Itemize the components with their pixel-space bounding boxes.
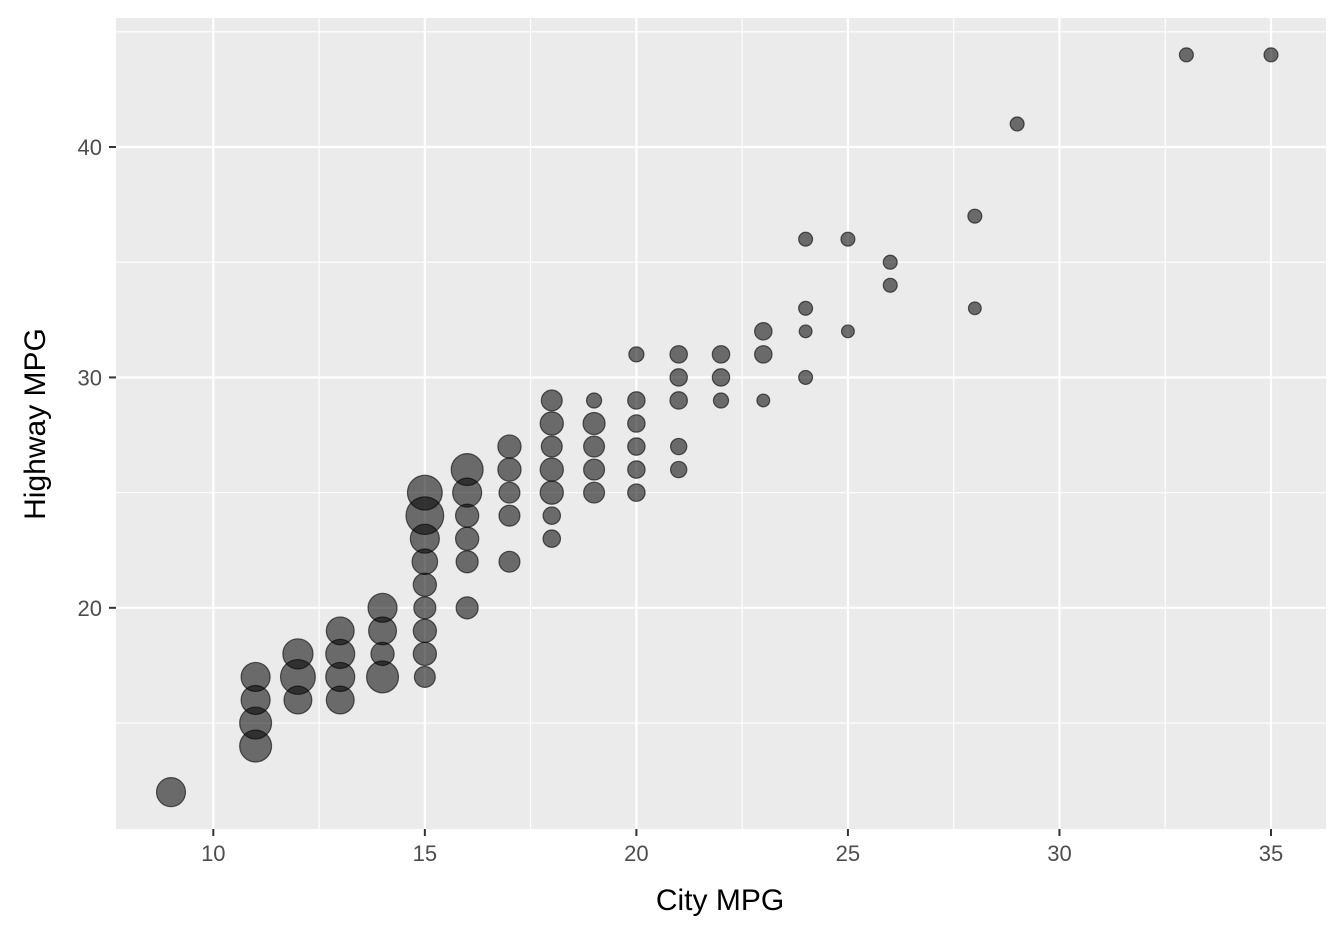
- data-point: [627, 391, 646, 410]
- data-point: [627, 483, 646, 502]
- data-point: [585, 392, 603, 409]
- data-point: [798, 300, 814, 316]
- data-point: [370, 641, 395, 667]
- data-point: [542, 529, 562, 548]
- data-point: [583, 435, 606, 458]
- data-point: [155, 777, 187, 808]
- data-point: [498, 550, 521, 573]
- data-point: [539, 457, 564, 482]
- data-point: [1009, 116, 1025, 132]
- data-point: [882, 277, 898, 293]
- data-point: [627, 460, 646, 479]
- data-point: [754, 345, 773, 364]
- y-tick-label: 20: [78, 596, 102, 621]
- data-point: [798, 324, 813, 339]
- data-point: [497, 457, 522, 482]
- data-point: [798, 231, 814, 247]
- data-point: [539, 411, 564, 436]
- data-point: [455, 596, 479, 620]
- data-point: [669, 460, 688, 479]
- plot-panel: [116, 18, 1326, 829]
- data-point: [711, 368, 731, 387]
- major-gridlines: [116, 18, 1326, 829]
- data-point: [497, 434, 522, 459]
- data-point: [282, 638, 314, 670]
- minor-gridlines: [116, 18, 1326, 829]
- y-tick-label: 30: [78, 365, 102, 390]
- data-point: [413, 665, 436, 688]
- data-point: [840, 324, 855, 339]
- data-point: [367, 592, 398, 623]
- data-point: [669, 345, 688, 364]
- data-point: [582, 411, 606, 436]
- data-point: [669, 391, 688, 410]
- data-point: [455, 550, 479, 574]
- x-tick-label: 25: [836, 841, 860, 866]
- data-point: [628, 346, 645, 363]
- x-axis-title: City MPG: [656, 884, 784, 917]
- data-point: [325, 616, 355, 646]
- y-axis-ticks: 20 30 40: [78, 135, 116, 621]
- data-point: [967, 208, 983, 224]
- data-point: [498, 504, 521, 527]
- y-tick-label: 40: [78, 135, 102, 160]
- data-point: [542, 506, 562, 525]
- x-tick-label: 30: [1047, 841, 1071, 866]
- data-point: [840, 231, 856, 247]
- x-tick-label: 20: [624, 841, 648, 866]
- data-point: [583, 458, 606, 481]
- data-point: [967, 301, 982, 316]
- data-point: [412, 641, 438, 667]
- data-point: [540, 435, 563, 458]
- data-point: [454, 526, 480, 551]
- data-point: [1263, 47, 1279, 63]
- data-point: [412, 618, 438, 644]
- y-axis-title: Highway MPG: [19, 328, 52, 520]
- data-point: [669, 368, 688, 387]
- data-point: [882, 254, 898, 270]
- data-point: [583, 481, 606, 504]
- x-axis-ticks: 10 15 20 25 30 35: [201, 829, 1283, 866]
- data-point: [240, 661, 271, 693]
- x-tick-label: 15: [413, 841, 437, 866]
- data-point: [627, 437, 646, 456]
- data-point: [754, 322, 773, 341]
- x-tick-label: 35: [1259, 841, 1283, 866]
- data-point: [627, 414, 646, 433]
- data-point: [798, 369, 814, 385]
- data-points: [155, 47, 1279, 808]
- data-point: [406, 474, 443, 511]
- x-tick-label: 10: [201, 841, 225, 866]
- data-point: [711, 345, 731, 364]
- data-point: [756, 393, 771, 408]
- data-point: [412, 572, 438, 597]
- data-point: [540, 389, 563, 412]
- data-point: [413, 596, 437, 620]
- data-point: [450, 453, 484, 487]
- data-point: [669, 437, 688, 456]
- data-point: [1178, 47, 1194, 63]
- data-point: [539, 480, 564, 505]
- data-point: [712, 392, 730, 409]
- data-point: [498, 481, 521, 504]
